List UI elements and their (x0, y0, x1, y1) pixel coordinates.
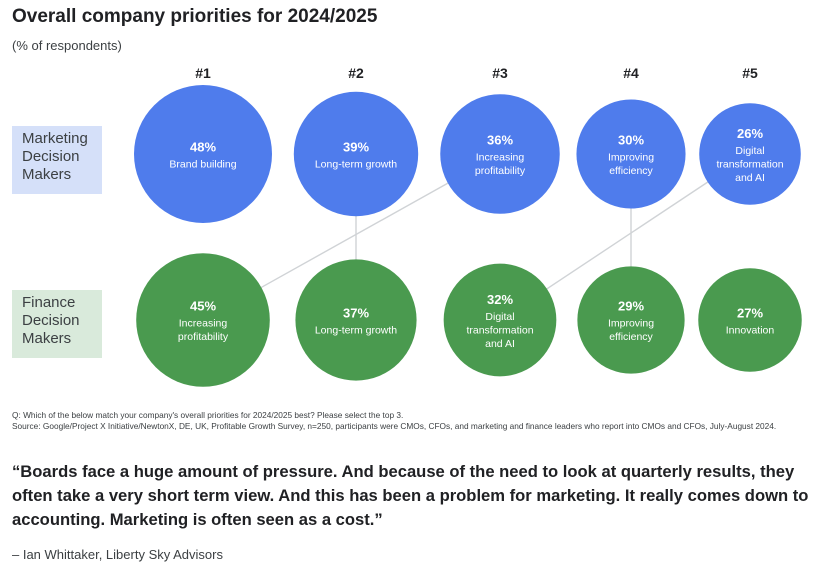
row-label-box-marketing (12, 126, 102, 194)
marketing-bubble-value-5: 26% (737, 126, 763, 141)
finance-bubble-label-5: Innovation (726, 324, 775, 336)
rank-label-3: #3 (492, 65, 508, 81)
finance-bubble-value-5: 27% (737, 305, 763, 320)
rank-label-4: #4 (623, 65, 639, 81)
chart-title: Overall company priorities for 2024/2025 (12, 6, 378, 27)
finance-bubble-2 (295, 259, 417, 381)
marketing-bubble-5 (699, 103, 801, 205)
survey-source: Source: Google/Project X Initiative/Newt… (12, 421, 777, 431)
finance-bubble-1 (136, 253, 270, 387)
priorities-bubble-chart: #1 #2 #3 #4 #5 Marketing Decision Makers Finance… (12, 65, 802, 387)
finance-bubble-value-1: 45% (190, 299, 216, 314)
finance-bubble-4 (577, 266, 685, 374)
finance-bubble-label-1: Increasing profitability (178, 318, 229, 344)
marketing-bubble-value-1: 48% (190, 139, 216, 154)
marketing-bubble-label-3: Increasing profitability (475, 152, 526, 178)
finance-bubble-value-3: 32% (487, 292, 513, 307)
footnote: Q: Which of the below match your company… (12, 410, 812, 432)
marketing-bubble-1 (134, 85, 272, 223)
rank-label-1: #1 (195, 65, 211, 81)
survey-question: Q: Which of the below match your company… (12, 410, 404, 420)
marketing-bubble-value-4: 30% (618, 133, 644, 148)
marketing-bubble-value-2: 39% (343, 139, 369, 154)
marketing-bubble-2 (293, 91, 419, 217)
marketing-bubble-label-5: Digital transformation and AI (716, 145, 783, 184)
finance-bubble-label-3: Digital transformation and AI (466, 311, 533, 350)
pull-quote: “Boards face a huge amount of pressure. … (12, 462, 809, 529)
marketing-bubble-value-3: 36% (487, 133, 513, 148)
marketing-bubble-label-2: Long-term growth (315, 158, 397, 170)
marketing-bubble-3 (440, 94, 560, 214)
finance-bubble-5 (698, 268, 802, 372)
marketing-bubble-4 (576, 99, 686, 209)
row-label-finance: Finance Decision Makers (22, 294, 80, 347)
chart-subtitle: (% of respondents) (12, 38, 122, 53)
finance-bubble-value-4: 29% (618, 299, 644, 314)
finance-bubble-3 (443, 263, 557, 377)
row-label-box-finance (12, 290, 102, 358)
finance-bubble-label-4: Improving efficiency (608, 318, 654, 344)
finance-bubble-label-2: Long-term growth (315, 324, 397, 336)
marketing-bubble-label-1: Brand building (169, 158, 236, 170)
row-label-marketing: Marketing Decision Makers (22, 130, 88, 183)
finance-bubble-value-2: 37% (343, 305, 369, 320)
rank-label-2: #2 (348, 65, 364, 81)
marketing-bubble-label-4: Improving efficiency (608, 152, 654, 178)
rank-label-5: #5 (742, 65, 758, 81)
quote-attribution: – Ian Whittaker, Liberty Sky Advisors (12, 547, 223, 562)
